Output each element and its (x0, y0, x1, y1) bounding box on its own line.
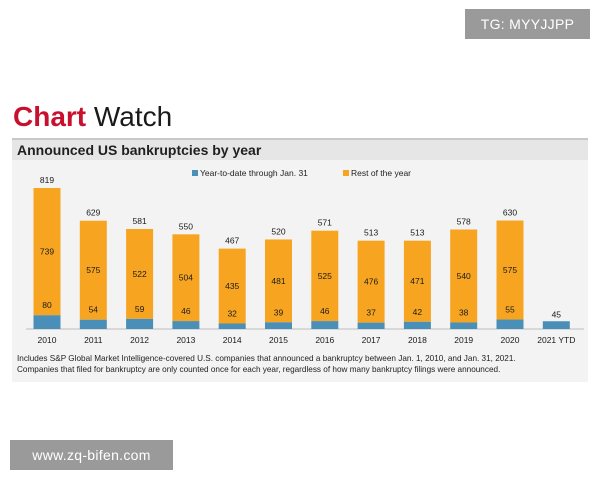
data-label-ytd-2014: 32 (227, 308, 237, 318)
data-label-total-2010: 819 (40, 175, 54, 185)
x-tick-label-2012: 2012 (130, 335, 149, 345)
data-label-total-2011: 629 (86, 208, 100, 218)
footnote-line-2: Companies that filed for bankruptcy are … (17, 365, 501, 374)
data-label-total-2018: 513 (410, 228, 424, 238)
bar-ytd-2013 (172, 321, 200, 329)
bar-ytd-2011 (79, 319, 107, 329)
data-label-total-2012: 581 (133, 216, 147, 226)
watermark-top: TG: MYYJJPP (465, 9, 590, 39)
legend-swatch-1 (192, 170, 198, 176)
x-tick-label-2011: 2011 (84, 335, 103, 345)
bar-ytd-2012 (126, 318, 154, 329)
data-label-ytd-2018: 42 (413, 307, 423, 317)
chart-title: Announced US bankruptcies by year (12, 138, 588, 160)
legend-swatch-2 (343, 170, 349, 176)
bar-rest-2017 (357, 240, 385, 323)
footnote: Includes S&P Global Market Intelligence-… (17, 353, 583, 375)
data-label-rest-2019: 540 (457, 271, 471, 281)
x-tick-label-2016: 2016 (315, 335, 334, 345)
data-label-rest-2017: 476 (364, 277, 378, 287)
bar-rest-2016 (311, 230, 339, 322)
data-label-total-2020: 630 (503, 208, 517, 218)
data-label-ytd-2013: 46 (181, 306, 191, 316)
data-label-ytd-2016: 46 (320, 306, 330, 316)
data-label-ytd-2011: 54 (89, 305, 99, 315)
bar-ytd-2019 (450, 322, 478, 329)
brand-chart-text: Chart (13, 101, 87, 132)
data-label-rest-2010: 739 (40, 247, 54, 257)
bar-ytd-2017 (357, 322, 385, 329)
x-tick-label-2020: 2020 (501, 335, 520, 345)
x-tick-label-2017: 2017 (362, 335, 381, 345)
bar-rest-2010 (33, 188, 61, 316)
data-label-rest-2011: 575 (86, 265, 100, 275)
bar-rest-2019 (450, 229, 478, 323)
x-tick-label-2015: 2015 (269, 335, 288, 345)
data-label-rest-2013: 504 (179, 273, 193, 283)
bar-rest-2015 (265, 239, 292, 323)
bar-ytd-2021 YTD (542, 321, 570, 329)
x-tick-label-2013: 2013 (176, 335, 195, 345)
bar-rest-2018 (403, 240, 431, 322)
data-label-total-2016: 571 (318, 218, 332, 228)
chart-panel: Year-to-date through Jan. 31 Rest of the … (12, 160, 588, 382)
bar-ytd-2010 (33, 315, 61, 329)
bar-ytd-2014 (218, 323, 246, 329)
watermark-bottom: www.zq-bifen.com (10, 440, 173, 470)
x-tick-label-2010: 2010 (38, 335, 57, 345)
legend-label-1: Year-to-date through Jan. 31 (200, 168, 308, 178)
legend-label-2: Rest of the year (351, 168, 411, 178)
chart-watch-logo: Chart Watch (13, 100, 172, 134)
data-label-rest-2018: 471 (410, 276, 424, 286)
bar-ytd-2015 (265, 322, 292, 329)
x-tick-label-2019: 2019 (454, 335, 473, 345)
data-label-ytd-2015: 39 (274, 307, 284, 317)
data-label-total-2015: 520 (271, 226, 285, 236)
bar-rest-2013 (172, 234, 200, 322)
data-label-rest-2012: 522 (133, 269, 147, 279)
data-label-total-2014: 467 (225, 236, 239, 246)
data-label-ytd-2012: 59 (135, 304, 145, 314)
bar-ytd-2018 (403, 321, 431, 329)
bar-rest-2014 (218, 248, 246, 324)
x-tick-label-2018: 2018 (408, 335, 427, 345)
data-label-total-2019: 578 (457, 216, 471, 226)
data-label-ytd-2017: 37 (366, 308, 376, 318)
footnote-line-1: Includes S&P Global Market Intelligence-… (17, 354, 516, 363)
x-tick-label-2021 YTD: 2021 YTD (537, 335, 575, 345)
data-label-rest-2014: 435 (225, 281, 239, 291)
x-tick-label-2014: 2014 (223, 335, 242, 345)
bar-rest-2020 (496, 220, 524, 320)
data-label-rest-2015: 481 (271, 276, 285, 286)
data-label-ytd-2019: 38 (459, 307, 469, 317)
data-label-ytd-2010: 80 (42, 300, 52, 310)
data-label-ytd-2021 YTD: 45 (552, 309, 562, 319)
data-label-total-2013: 550 (179, 221, 193, 231)
bar-chart: Year-to-date through Jan. 31 Rest of the … (26, 168, 584, 345)
data-label-rest-2016: 525 (318, 271, 332, 281)
data-label-rest-2020: 575 (503, 265, 517, 275)
bar-rest-2011 (79, 220, 107, 320)
data-label-ytd-2020: 55 (505, 305, 515, 315)
brand-watch-text: Watch (86, 101, 173, 132)
bar-ytd-2020 (496, 319, 524, 329)
bar-rest-2012 (126, 228, 154, 319)
bar-ytd-2016 (311, 321, 339, 329)
data-label-total-2017: 513 (364, 228, 378, 238)
